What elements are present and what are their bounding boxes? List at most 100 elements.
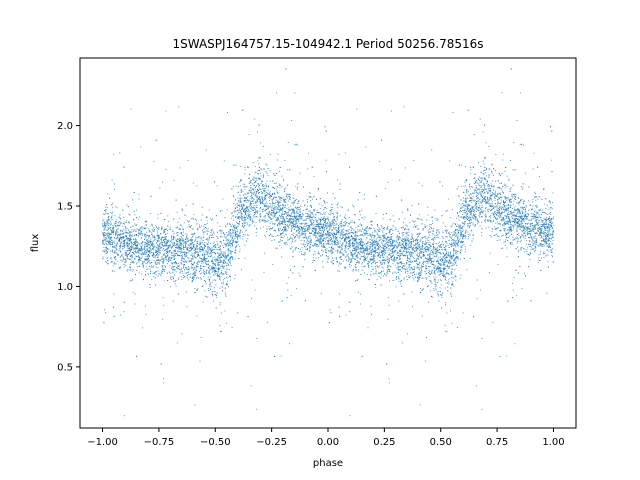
data-point xyxy=(445,302,447,304)
data-point xyxy=(244,188,246,190)
data-point xyxy=(457,257,459,259)
data-point xyxy=(309,220,311,222)
data-point xyxy=(296,199,297,200)
data-point xyxy=(376,249,378,251)
data-point xyxy=(460,242,462,244)
data-point xyxy=(375,242,377,244)
data-point xyxy=(321,240,323,242)
data-point xyxy=(312,261,314,263)
data-point xyxy=(344,249,346,251)
data-point xyxy=(199,244,201,246)
data-point xyxy=(330,236,331,238)
data-point xyxy=(184,260,186,262)
data-point xyxy=(274,196,276,198)
data-point xyxy=(277,200,279,202)
data-point xyxy=(176,243,178,245)
data-point xyxy=(380,257,381,259)
data-point xyxy=(359,251,361,252)
data-point xyxy=(313,226,315,228)
data-point xyxy=(153,265,155,267)
data-point xyxy=(301,213,303,214)
data-point xyxy=(113,153,115,155)
data-point xyxy=(498,211,500,213)
data-point xyxy=(478,197,480,199)
data-point xyxy=(153,245,155,247)
data-point xyxy=(195,270,197,271)
data-point xyxy=(494,192,496,194)
data-point xyxy=(345,218,347,220)
data-point xyxy=(515,215,517,217)
data-point xyxy=(502,220,504,221)
data-point xyxy=(490,210,491,212)
data-point xyxy=(549,229,551,231)
data-point xyxy=(237,216,239,218)
data-point xyxy=(243,215,245,217)
data-point xyxy=(240,201,242,203)
data-point xyxy=(412,246,414,248)
data-point xyxy=(421,264,423,266)
data-point xyxy=(538,222,540,223)
data-point xyxy=(448,251,450,253)
data-point xyxy=(337,179,339,181)
data-point xyxy=(402,342,404,344)
data-point xyxy=(218,257,220,259)
data-point xyxy=(460,204,462,206)
data-point xyxy=(265,221,267,223)
data-point xyxy=(300,216,302,218)
data-point xyxy=(321,235,323,237)
data-point xyxy=(533,215,535,217)
data-point xyxy=(489,234,491,236)
data-point xyxy=(259,177,260,179)
data-point xyxy=(493,205,495,207)
data-point xyxy=(104,236,106,238)
data-point xyxy=(205,149,207,151)
data-point xyxy=(483,178,485,180)
data-point xyxy=(130,243,132,245)
data-point xyxy=(145,313,147,315)
data-point xyxy=(119,237,121,239)
data-point xyxy=(497,200,499,202)
data-point xyxy=(371,266,373,268)
data-point xyxy=(144,244,146,246)
data-point xyxy=(467,216,469,218)
data-point xyxy=(370,242,372,244)
data-point xyxy=(312,230,314,232)
data-point xyxy=(260,178,261,180)
data-point xyxy=(330,261,332,263)
data-point xyxy=(175,263,177,265)
data-point xyxy=(269,217,271,219)
data-point xyxy=(446,256,448,258)
data-point xyxy=(184,261,186,263)
data-point xyxy=(302,222,304,224)
data-point xyxy=(516,229,518,231)
data-point xyxy=(361,224,363,226)
data-point xyxy=(227,250,229,252)
data-point xyxy=(439,244,441,246)
data-point xyxy=(445,265,447,267)
data-point xyxy=(304,204,306,206)
data-point xyxy=(196,185,198,187)
data-point xyxy=(457,223,459,225)
data-point xyxy=(132,269,134,271)
data-point xyxy=(295,219,297,221)
data-point xyxy=(484,196,486,198)
data-point xyxy=(306,241,307,243)
data-point xyxy=(450,310,451,312)
data-point xyxy=(226,271,228,273)
data-point xyxy=(221,210,223,212)
data-point xyxy=(179,270,181,272)
data-point xyxy=(220,260,222,262)
data-point xyxy=(223,260,224,262)
data-point xyxy=(470,193,472,195)
data-point xyxy=(231,237,233,239)
data-point xyxy=(374,255,376,257)
data-point xyxy=(382,234,384,236)
data-point xyxy=(490,217,491,219)
data-point xyxy=(474,182,475,184)
data-point xyxy=(282,224,284,225)
data-point xyxy=(319,240,321,242)
data-point xyxy=(389,269,390,270)
data-point xyxy=(372,262,374,264)
data-point xyxy=(340,231,342,233)
data-point xyxy=(182,240,184,241)
